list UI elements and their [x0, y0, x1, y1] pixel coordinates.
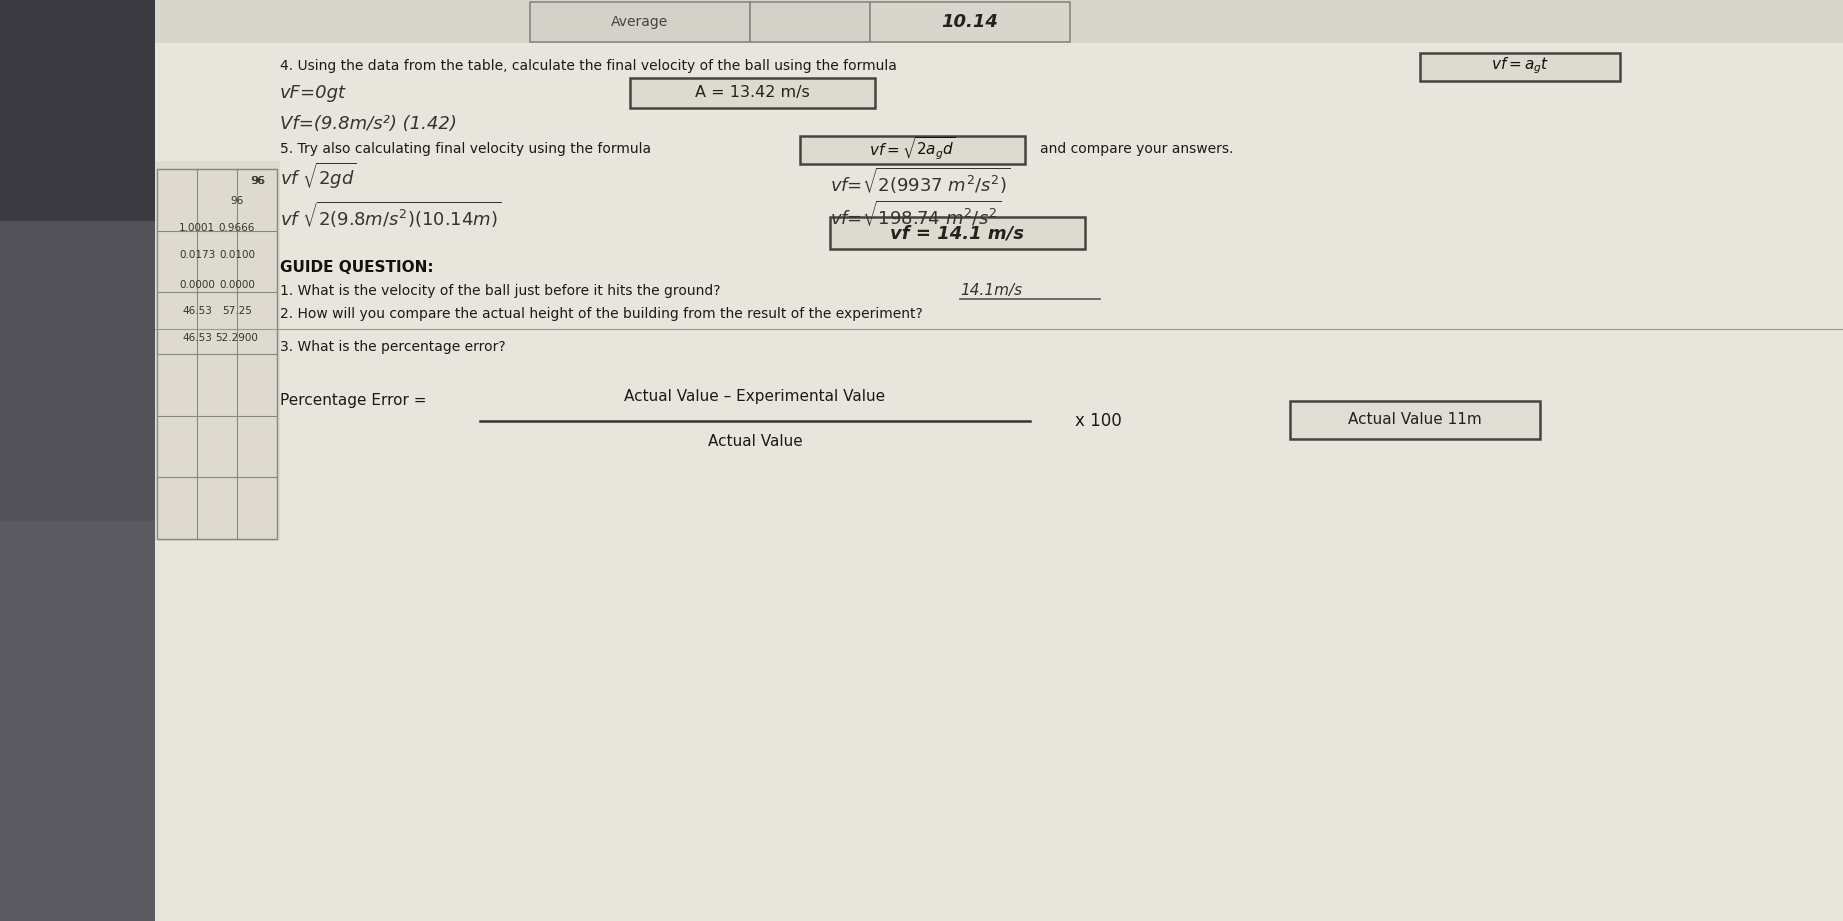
Text: 1.0001: 1.0001 — [179, 223, 216, 233]
Text: Actual Value 11m: Actual Value 11m — [1347, 413, 1482, 427]
Bar — [1419, 53, 1620, 81]
Bar — [155, 161, 280, 541]
Text: vF=0gt: vF=0gt — [280, 84, 346, 102]
Text: Average: Average — [612, 15, 669, 29]
Bar — [630, 78, 875, 108]
Text: 96: 96 — [230, 196, 243, 206]
Text: vf=$\sqrt{2(9937\ m^2/s^2)}$: vf=$\sqrt{2(9937\ m^2/s^2)}$ — [829, 166, 1010, 196]
Text: 0.0100: 0.0100 — [219, 250, 254, 260]
Text: A = 13.42 m/s: A = 13.42 m/s — [695, 86, 809, 100]
Bar — [800, 136, 1025, 164]
Text: Actual Value: Actual Value — [708, 434, 802, 449]
FancyBboxPatch shape — [155, 0, 1843, 43]
Bar — [870, 2, 1071, 42]
Text: 14.1m/s: 14.1m/s — [960, 284, 1023, 298]
Text: 0.9666: 0.9666 — [219, 223, 254, 233]
Text: Actual Value – Experimental Value: Actual Value – Experimental Value — [625, 389, 886, 403]
Text: 0.0173: 0.0173 — [179, 250, 216, 260]
Text: 5. Try also calculating final velocity using the formula: 5. Try also calculating final velocity u… — [280, 142, 651, 156]
Text: vf $\sqrt{2(9.8m/s^2)(10.14m)}$: vf $\sqrt{2(9.8m/s^2)(10.14m)}$ — [280, 200, 501, 230]
Text: 1. What is the velocity of the ball just before it hits the ground?: 1. What is the velocity of the ball just… — [280, 284, 721, 298]
Text: x 100: x 100 — [1074, 412, 1122, 430]
Text: 10.14: 10.14 — [942, 13, 999, 31]
Bar — [157, 169, 276, 539]
Text: 96: 96 — [251, 176, 265, 186]
Text: 57.25: 57.25 — [221, 306, 252, 316]
Text: 2. How will you compare the actual height of the building from the result of the: 2. How will you compare the actual heigh… — [280, 307, 923, 321]
FancyBboxPatch shape — [1699, 621, 1843, 921]
FancyBboxPatch shape — [0, 521, 160, 921]
Bar — [1290, 401, 1541, 439]
Text: 0.0000: 0.0000 — [219, 280, 254, 290]
Text: vf = 14.1 m/s: vf = 14.1 m/s — [890, 224, 1025, 242]
Text: Percentage Error =: Percentage Error = — [280, 393, 426, 409]
FancyBboxPatch shape — [0, 0, 160, 221]
Text: 52.2900: 52.2900 — [216, 333, 258, 343]
FancyBboxPatch shape — [155, 0, 1843, 921]
Text: vf $\sqrt{2gd}$: vf $\sqrt{2gd}$ — [280, 161, 358, 191]
Text: $vf = \sqrt{2a_gd}$: $vf = \sqrt{2a_gd}$ — [868, 135, 955, 162]
Bar — [750, 2, 870, 42]
Text: and compare your answers.: and compare your answers. — [1039, 142, 1233, 156]
Bar — [829, 217, 1086, 249]
Text: 0.0000: 0.0000 — [179, 280, 216, 290]
Text: 96: 96 — [251, 176, 264, 186]
Text: 3. What is the percentage error?: 3. What is the percentage error? — [280, 340, 505, 354]
Text: GUIDE QUESTION:: GUIDE QUESTION: — [280, 261, 433, 275]
Text: $vf = a_gt$: $vf = a_gt$ — [1491, 55, 1550, 76]
Text: 46.53: 46.53 — [182, 333, 212, 343]
Text: 4. Using the data from the table, calculate the final velocity of the ball using: 4. Using the data from the table, calcul… — [280, 59, 898, 73]
Text: vf=$\sqrt{198.74\ m^2/s^2}$: vf=$\sqrt{198.74\ m^2/s^2}$ — [829, 198, 1001, 227]
Text: Vf=(9.8m/s²) (1.42): Vf=(9.8m/s²) (1.42) — [280, 115, 457, 133]
Text: 46.53: 46.53 — [182, 306, 212, 316]
Bar — [531, 2, 750, 42]
